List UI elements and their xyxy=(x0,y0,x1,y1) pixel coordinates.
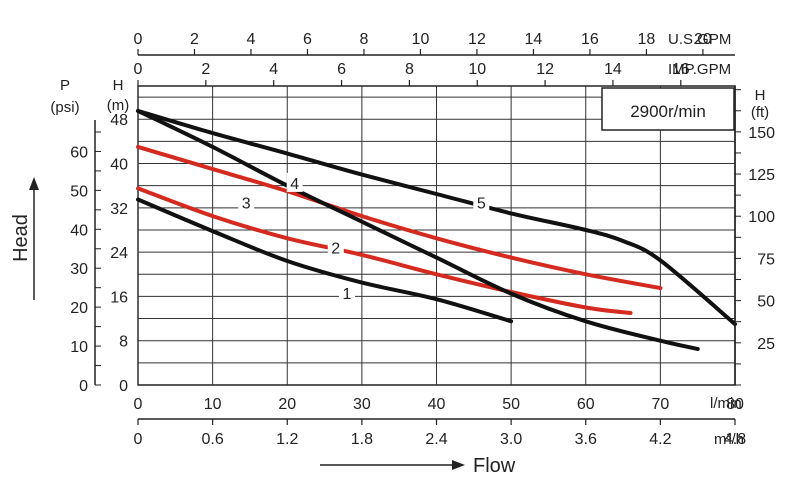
m3h-tick-label: 1.2 xyxy=(276,431,298,448)
lmin-tick-label: 60 xyxy=(577,396,595,413)
head-m-tick-label: 48 xyxy=(110,112,128,129)
speed-annotation: 2900r/min xyxy=(630,102,706,121)
head-m-axis-unit: (m) xyxy=(107,97,130,114)
impgpm-tick-label: 10 xyxy=(468,61,486,78)
psi-tick-label: 20 xyxy=(70,300,88,317)
usgpm-tick-label: 12 xyxy=(468,31,486,48)
curve-label-3: 3 xyxy=(242,195,251,212)
lmin-tick-label: 30 xyxy=(353,396,371,413)
m3h-unit-label: m³/h xyxy=(714,431,744,448)
speed-annotation-box xyxy=(601,87,735,131)
head-m-tick-label: 32 xyxy=(110,201,128,218)
usgpm-tick-label: 6 xyxy=(303,31,312,48)
head-m-tick-label: 40 xyxy=(110,157,128,174)
usgpm-tick-label: 20 xyxy=(694,31,712,48)
head-ft-axis-letter: H xyxy=(755,87,766,104)
curve-label-bg xyxy=(338,283,355,303)
psi-axis-letter: P xyxy=(60,77,70,94)
impgpm-tick-label: 16 xyxy=(672,61,690,78)
curve-label-5: 5 xyxy=(477,195,486,212)
ft-tick-label: 125 xyxy=(748,167,775,184)
ft-tick-label: 150 xyxy=(748,125,775,142)
lmin-tick-label: 80 xyxy=(726,396,744,413)
psi-tick-label: 10 xyxy=(70,339,88,356)
head-m-axis-letter: H xyxy=(113,77,124,94)
impgpm-tick-label: 2 xyxy=(201,61,210,78)
curve-label-1: 1 xyxy=(342,286,351,303)
impgpm-tick-label: 14 xyxy=(604,61,622,78)
lmin-tick-label: 20 xyxy=(278,396,296,413)
curve-3 xyxy=(136,144,663,291)
psi-axis-unit: (psi) xyxy=(50,99,79,116)
lmin-unit-label: l/min xyxy=(710,395,742,412)
flow-axis-title: Flow xyxy=(473,455,516,477)
curves: 1 2 3 4 5 xyxy=(136,108,737,351)
m3h-tick-label: 0 xyxy=(134,431,143,448)
head-axis-title: Head xyxy=(10,214,32,262)
head-ft-axis-unit: (ft) xyxy=(751,104,769,121)
impgpm-unit-label: IMP.GPM xyxy=(668,61,731,78)
lmin-tick-label: 0 xyxy=(134,396,143,413)
curve-label-bg xyxy=(238,192,255,212)
usgpm-tick-label: 8 xyxy=(360,31,369,48)
curve-label-2: 2 xyxy=(331,241,340,258)
curve-label-bg xyxy=(327,237,344,257)
usgpm-tick-label: 4 xyxy=(247,31,256,48)
head-m-tick-label: 16 xyxy=(110,289,128,306)
usgpm-tick-label: 16 xyxy=(581,31,599,48)
head-arrow-head xyxy=(29,177,39,190)
impgpm-tick-label: 0 xyxy=(134,61,143,78)
m3h-tick-label: 0.6 xyxy=(202,431,224,448)
flow-arrow-head xyxy=(452,460,465,470)
m3h-tick-label: 3.0 xyxy=(500,431,522,448)
psi-tick-label: 30 xyxy=(70,261,88,278)
psi-tick-label: 0 xyxy=(79,378,88,395)
curve-5 xyxy=(136,108,737,327)
head-m-tick-label: 8 xyxy=(119,334,128,351)
lmin-tick-label: 10 xyxy=(204,396,222,413)
psi-tick-label: 50 xyxy=(70,183,88,200)
head-m-tick-label: 0 xyxy=(119,378,128,395)
ft-tick-label: 25 xyxy=(757,336,775,353)
impgpm-tick-label: 6 xyxy=(337,61,346,78)
curve-4 xyxy=(136,108,700,351)
curve-label-bg xyxy=(286,172,303,192)
lmin-tick-label: 40 xyxy=(428,396,446,413)
lmin-tick-label: 50 xyxy=(502,396,520,413)
curve-2 xyxy=(136,186,633,315)
impgpm-tick-label: 4 xyxy=(269,61,278,78)
usgpm-unit-label: U.S.GPM xyxy=(668,31,731,48)
ft-tick-label: 100 xyxy=(748,209,775,226)
curve-label-bg xyxy=(473,192,490,212)
m3h-tick-label: 1.8 xyxy=(351,431,373,448)
lmin-tick-label: 70 xyxy=(651,396,669,413)
ft-tick-label: 75 xyxy=(757,251,775,268)
m3h-tick-label: 3.6 xyxy=(575,431,597,448)
grid xyxy=(137,85,736,386)
curve-label-4: 4 xyxy=(290,176,299,193)
axes: 0 10 20 30 40 50 60 70 800 0.6 1.2 1.8 2.4 3.0 3.6 4.2 4… xyxy=(70,31,775,448)
head-m-tick-label: 24 xyxy=(110,245,128,262)
usgpm-tick-label: 14 xyxy=(525,31,543,48)
m3h-tick-label: 4.2 xyxy=(649,431,671,448)
psi-tick-label: 60 xyxy=(70,144,88,161)
psi-tick-label: 40 xyxy=(70,222,88,239)
impgpm-tick-label: 8 xyxy=(405,61,414,78)
impgpm-tick-label: 12 xyxy=(536,61,554,78)
usgpm-tick-label: 0 xyxy=(134,31,143,48)
usgpm-tick-label: 18 xyxy=(638,31,656,48)
ft-tick-label: 50 xyxy=(757,294,775,311)
m3h-tick-label: 4.8 xyxy=(724,431,746,448)
usgpm-tick-label: 10 xyxy=(412,31,430,48)
curve-1 xyxy=(136,197,514,324)
usgpm-tick-label: 2 xyxy=(190,31,199,48)
m3h-tick-label: 2.4 xyxy=(425,431,447,448)
